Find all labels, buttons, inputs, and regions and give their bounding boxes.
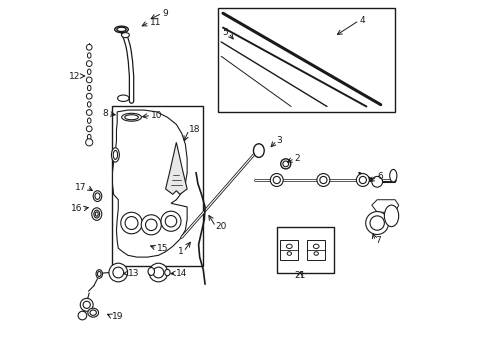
Circle shape	[109, 263, 127, 282]
Text: 8: 8	[102, 109, 108, 118]
Ellipse shape	[313, 252, 318, 255]
Circle shape	[149, 263, 167, 282]
Circle shape	[270, 174, 283, 186]
Circle shape	[121, 212, 142, 234]
Circle shape	[273, 176, 280, 184]
Ellipse shape	[286, 252, 291, 255]
Ellipse shape	[124, 115, 138, 120]
Ellipse shape	[121, 33, 129, 38]
Circle shape	[365, 212, 388, 234]
Ellipse shape	[90, 310, 96, 315]
Circle shape	[86, 126, 92, 132]
Circle shape	[80, 298, 93, 311]
Text: 5: 5	[222, 28, 228, 37]
Circle shape	[369, 216, 384, 230]
Ellipse shape	[95, 193, 100, 199]
Ellipse shape	[113, 150, 117, 159]
Ellipse shape	[87, 118, 91, 123]
Text: 3: 3	[276, 136, 282, 145]
Ellipse shape	[111, 148, 119, 162]
Ellipse shape	[253, 144, 264, 157]
Text: 11: 11	[149, 18, 161, 27]
Ellipse shape	[87, 53, 91, 58]
Text: 20: 20	[215, 222, 227, 231]
Ellipse shape	[88, 308, 99, 317]
Text: 18: 18	[188, 125, 200, 134]
Ellipse shape	[122, 113, 141, 121]
Text: 6: 6	[376, 172, 382, 181]
Ellipse shape	[148, 267, 154, 275]
Circle shape	[371, 176, 382, 187]
Bar	[217, 8, 394, 112]
Polygon shape	[306, 240, 325, 260]
Circle shape	[359, 176, 366, 184]
Text: 12: 12	[69, 72, 80, 81]
Text: 4: 4	[359, 16, 364, 25]
Ellipse shape	[87, 69, 91, 75]
Circle shape	[85, 139, 93, 146]
Circle shape	[161, 211, 181, 231]
Circle shape	[86, 93, 92, 99]
Circle shape	[86, 77, 92, 83]
Ellipse shape	[117, 27, 126, 32]
Text: 2: 2	[294, 154, 300, 163]
Ellipse shape	[384, 205, 398, 226]
Bar	[112, 107, 203, 266]
Text: 1: 1	[178, 247, 183, 256]
Polygon shape	[280, 240, 298, 260]
Ellipse shape	[97, 271, 101, 276]
Circle shape	[113, 267, 123, 278]
Ellipse shape	[286, 244, 292, 248]
Bar	[276, 226, 333, 273]
Text: 21: 21	[294, 270, 305, 279]
Text: 14: 14	[176, 269, 187, 278]
Circle shape	[145, 219, 157, 230]
Ellipse shape	[87, 85, 91, 91]
Circle shape	[165, 216, 176, 227]
Circle shape	[316, 174, 329, 186]
Text: 7: 7	[375, 237, 380, 246]
Ellipse shape	[95, 212, 98, 216]
Ellipse shape	[115, 26, 128, 33]
Text: 15: 15	[156, 244, 168, 253]
Text: 19: 19	[112, 312, 123, 321]
Ellipse shape	[92, 208, 102, 220]
Ellipse shape	[280, 159, 290, 169]
Circle shape	[356, 174, 368, 186]
Ellipse shape	[87, 102, 91, 107]
Ellipse shape	[389, 170, 396, 182]
Ellipse shape	[313, 244, 319, 248]
Ellipse shape	[93, 191, 102, 202]
Ellipse shape	[282, 161, 288, 167]
Text: 16: 16	[71, 204, 82, 213]
Ellipse shape	[87, 134, 91, 140]
Text: 17: 17	[75, 183, 86, 192]
Text: 10: 10	[151, 111, 163, 120]
Ellipse shape	[117, 95, 129, 102]
Text: 9: 9	[162, 9, 167, 18]
Circle shape	[78, 311, 86, 320]
Polygon shape	[112, 110, 187, 257]
Ellipse shape	[94, 210, 100, 218]
Circle shape	[319, 176, 326, 184]
Circle shape	[141, 215, 161, 235]
Polygon shape	[165, 142, 187, 194]
Circle shape	[86, 44, 92, 50]
Circle shape	[86, 110, 92, 116]
Circle shape	[125, 217, 138, 229]
Polygon shape	[371, 200, 398, 212]
Ellipse shape	[96, 270, 102, 278]
Circle shape	[153, 267, 163, 278]
Ellipse shape	[164, 269, 170, 276]
Circle shape	[86, 61, 92, 67]
Circle shape	[83, 301, 90, 309]
Text: 13: 13	[128, 269, 139, 278]
